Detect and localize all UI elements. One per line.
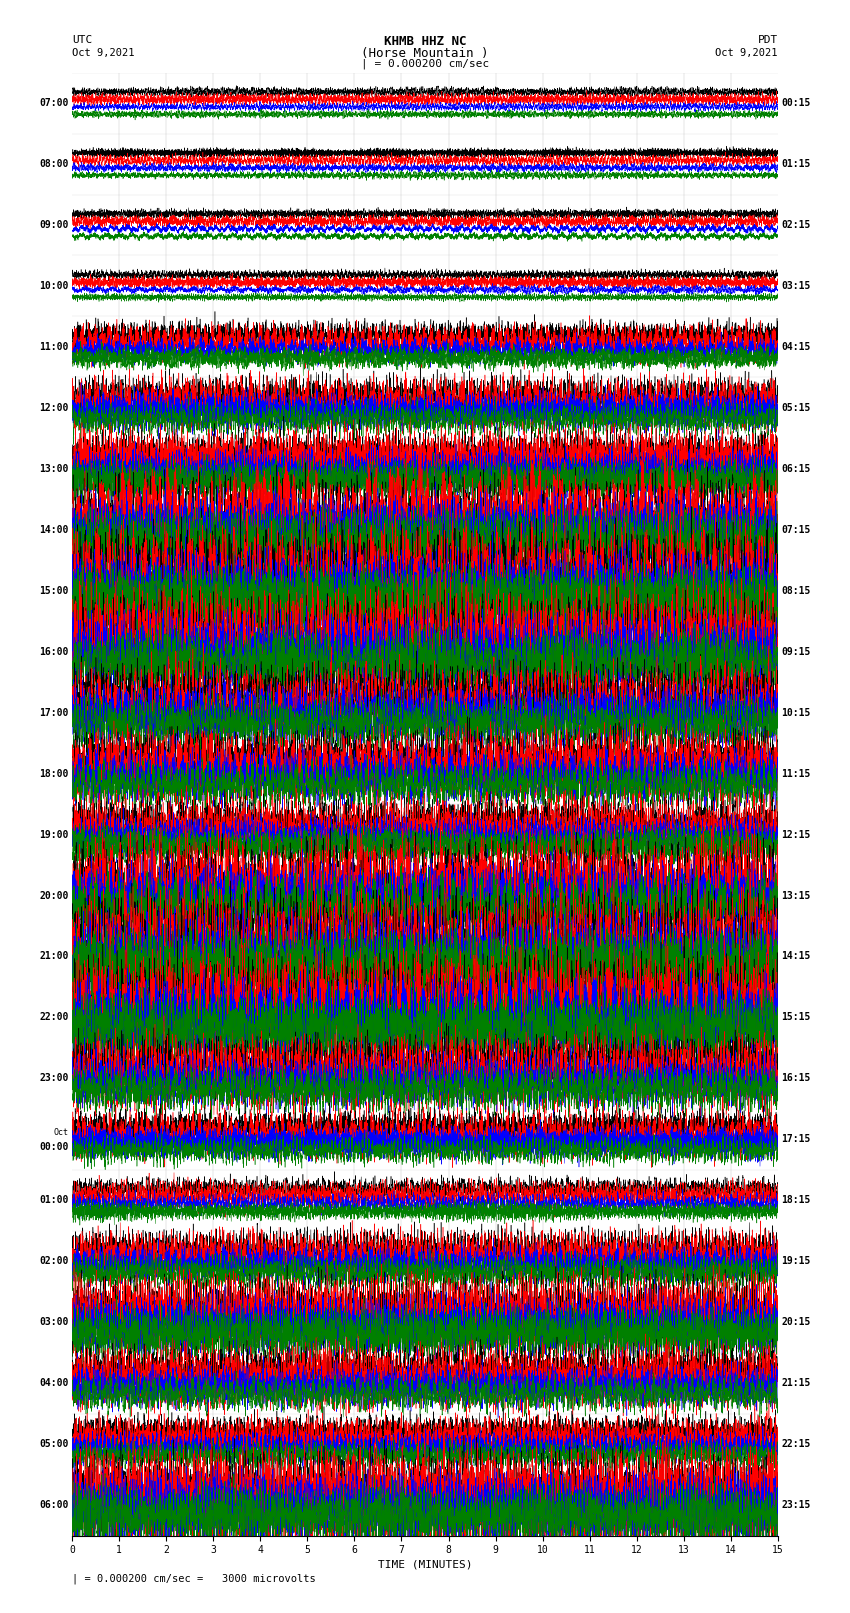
Text: 05:15: 05:15 [781,403,811,413]
Text: 21:15: 21:15 [781,1378,811,1389]
Text: 23:15: 23:15 [781,1500,811,1510]
Text: 04:00: 04:00 [39,1378,69,1389]
Text: 01:15: 01:15 [781,160,811,169]
Text: 09:00: 09:00 [39,219,69,231]
Text: 04:15: 04:15 [781,342,811,352]
Text: 20:15: 20:15 [781,1318,811,1327]
Text: Oct 9,2021: Oct 9,2021 [715,48,778,58]
Text: 08:15: 08:15 [781,586,811,595]
Text: 08:00: 08:00 [39,160,69,169]
Text: 12:15: 12:15 [781,829,811,839]
Text: 14:15: 14:15 [781,952,811,961]
Text: KHMB HHZ NC: KHMB HHZ NC [383,35,467,48]
Text: 11:15: 11:15 [781,769,811,779]
Text: 07:00: 07:00 [39,98,69,108]
Text: 14:00: 14:00 [39,524,69,536]
Text: 07:15: 07:15 [781,524,811,536]
Text: 01:00: 01:00 [39,1195,69,1205]
Text: 05:00: 05:00 [39,1439,69,1448]
Text: 03:00: 03:00 [39,1318,69,1327]
Text: 23:00: 23:00 [39,1073,69,1084]
Text: 09:15: 09:15 [781,647,811,656]
Text: 19:15: 19:15 [781,1257,811,1266]
Text: 20:00: 20:00 [39,890,69,900]
Text: 03:15: 03:15 [781,281,811,290]
Text: 18:00: 18:00 [39,769,69,779]
Text: 17:00: 17:00 [39,708,69,718]
X-axis label: TIME (MINUTES): TIME (MINUTES) [377,1560,473,1569]
Text: 16:15: 16:15 [781,1073,811,1084]
Text: | = 0.000200 cm/sec =   3000 microvolts: | = 0.000200 cm/sec = 3000 microvolts [72,1573,316,1584]
Text: 10:15: 10:15 [781,708,811,718]
Text: 00:00: 00:00 [39,1142,69,1152]
Text: 21:00: 21:00 [39,952,69,961]
Text: PDT: PDT [757,35,778,45]
Text: 22:15: 22:15 [781,1439,811,1448]
Text: 16:00: 16:00 [39,647,69,656]
Text: | = 0.000200 cm/sec: | = 0.000200 cm/sec [361,58,489,69]
Text: 02:00: 02:00 [39,1257,69,1266]
Text: 13:15: 13:15 [781,890,811,900]
Text: 19:00: 19:00 [39,829,69,839]
Text: 13:00: 13:00 [39,465,69,474]
Text: Oct: Oct [54,1129,69,1137]
Text: 11:00: 11:00 [39,342,69,352]
Text: 06:15: 06:15 [781,465,811,474]
Text: 15:00: 15:00 [39,586,69,595]
Text: 02:15: 02:15 [781,219,811,231]
Text: 17:15: 17:15 [781,1134,811,1144]
Text: UTC: UTC [72,35,93,45]
Text: 22:00: 22:00 [39,1013,69,1023]
Text: 18:15: 18:15 [781,1195,811,1205]
Text: Oct 9,2021: Oct 9,2021 [72,48,135,58]
Text: 06:00: 06:00 [39,1500,69,1510]
Text: 12:00: 12:00 [39,403,69,413]
Text: 15:15: 15:15 [781,1013,811,1023]
Text: 00:15: 00:15 [781,98,811,108]
Text: 10:00: 10:00 [39,281,69,290]
Text: (Horse Mountain ): (Horse Mountain ) [361,47,489,60]
